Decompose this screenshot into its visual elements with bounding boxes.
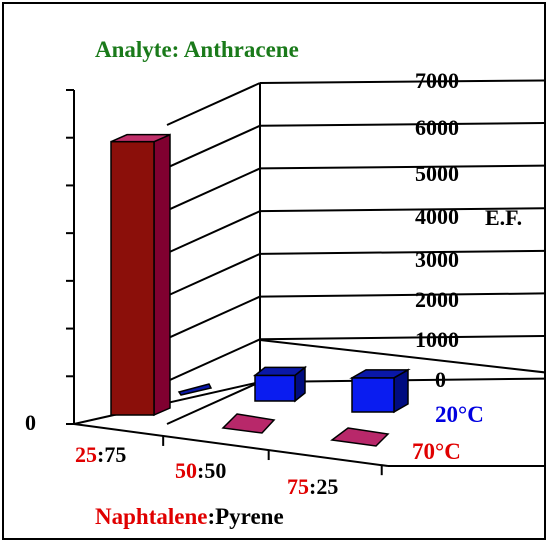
back-wall-gridline bbox=[259, 377, 544, 383]
side-wall-gridline bbox=[166, 295, 261, 340]
category-den: 75 bbox=[104, 442, 126, 467]
category-num: 75 bbox=[287, 474, 309, 499]
x-axis-title-sep: : bbox=[207, 504, 215, 529]
back-wall-gridline bbox=[259, 79, 544, 84]
series-label-70c: 70°C bbox=[412, 439, 461, 464]
floor-front-edge bbox=[73, 423, 389, 467]
bar-70c-cat2 bbox=[330, 427, 390, 447]
back-wall-gridline bbox=[259, 164, 544, 170]
floor-outline-right bbox=[259, 339, 544, 467]
y-tick-label: 1000 bbox=[415, 327, 459, 352]
category-den: 50 bbox=[204, 458, 226, 483]
back-wall-gridline bbox=[259, 292, 544, 298]
side-wall-gridline bbox=[166, 167, 261, 212]
back-wall-gridline bbox=[259, 207, 544, 213]
x-axis-title-part1: Naphtalene bbox=[95, 504, 207, 529]
series-label-20c: 20°C bbox=[435, 402, 484, 427]
x-category-label: 25:75 bbox=[75, 442, 126, 467]
bar-20c-cat1-top bbox=[252, 366, 308, 377]
x-category-label: 75:25 bbox=[287, 474, 338, 499]
bars bbox=[110, 133, 411, 447]
y-tick-label: 7000 bbox=[415, 68, 459, 93]
bar-20c-cat1-front bbox=[254, 374, 296, 402]
y-tick-label: 3000 bbox=[415, 247, 459, 272]
side-wall-gridline bbox=[166, 82, 261, 126]
x-axis-title-part2: Pyrene bbox=[215, 504, 284, 529]
y-tick-label: 6000 bbox=[415, 115, 459, 140]
bar-70c-cat0-front bbox=[110, 140, 155, 416]
category-sep: : bbox=[197, 458, 204, 483]
y-tick-labels: 7000 6000 5000 4000 3000 2000 1000 0 bbox=[415, 68, 459, 392]
y-tick-label: 0 bbox=[435, 367, 446, 392]
chart-title: Analyte: Anthracene bbox=[95, 37, 299, 62]
category-num: 50 bbox=[175, 458, 197, 483]
side-wall-gridline bbox=[166, 381, 261, 425]
category-num: 25 bbox=[75, 442, 97, 467]
x-axis-title: Naphtalene:Pyrene bbox=[95, 504, 284, 529]
back-wall-gridline bbox=[259, 335, 544, 341]
bar-70c-cat1 bbox=[221, 413, 276, 434]
back-wall-gridline bbox=[259, 249, 544, 255]
chart-frame: Analyte: Anthracene 7000 6000 5000 4000 … bbox=[2, 2, 546, 540]
front-zero-label: 0 bbox=[25, 410, 36, 435]
y-axis-label: E.F. bbox=[485, 205, 522, 230]
category-sep: : bbox=[97, 442, 104, 467]
bar-20c-cat0 bbox=[177, 383, 213, 396]
grid-lines bbox=[66, 79, 544, 476]
y-tick-label: 2000 bbox=[415, 287, 459, 312]
category-sep: : bbox=[309, 474, 316, 499]
category-den: 25 bbox=[316, 474, 338, 499]
y-tick-label: 4000 bbox=[415, 204, 459, 229]
side-wall-gridline bbox=[166, 210, 261, 255]
side-wall-gridline bbox=[166, 252, 261, 297]
x-category-label: 50:50 bbox=[175, 458, 226, 483]
y-tick-label: 5000 bbox=[415, 161, 459, 186]
bar-20c-cat2-front bbox=[351, 377, 395, 413]
chart-svg: Analyte: Anthracene 7000 6000 5000 4000 … bbox=[25, 37, 544, 529]
bar-70c-cat0-top bbox=[110, 133, 171, 143]
bar-70c-cat0-side bbox=[153, 133, 171, 417]
side-wall-gridline bbox=[166, 338, 261, 383]
back-wall-gridline bbox=[259, 122, 544, 127]
side-wall-gridline bbox=[166, 124, 261, 169]
bar-20c-cat2-top bbox=[349, 369, 411, 379]
